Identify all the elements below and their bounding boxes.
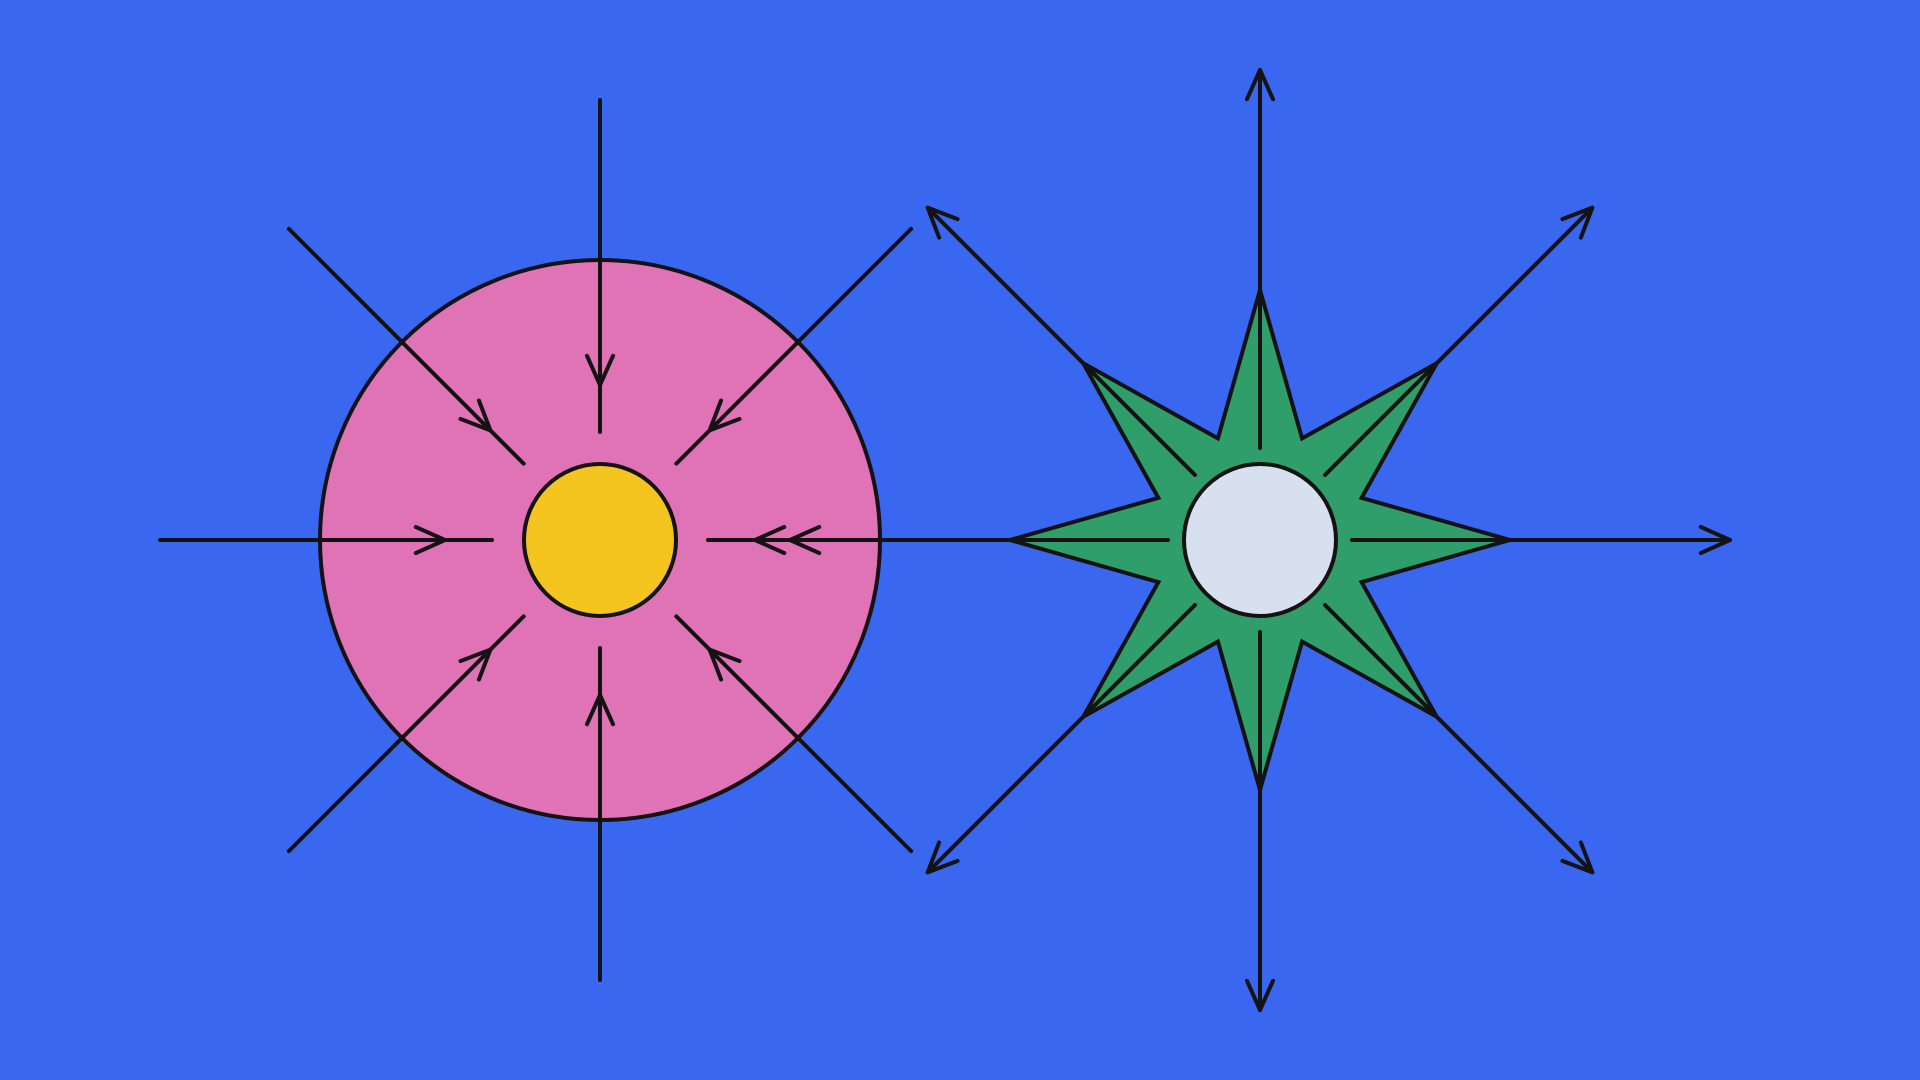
right-center-circle (1184, 464, 1336, 616)
left-center-circle (524, 464, 676, 616)
